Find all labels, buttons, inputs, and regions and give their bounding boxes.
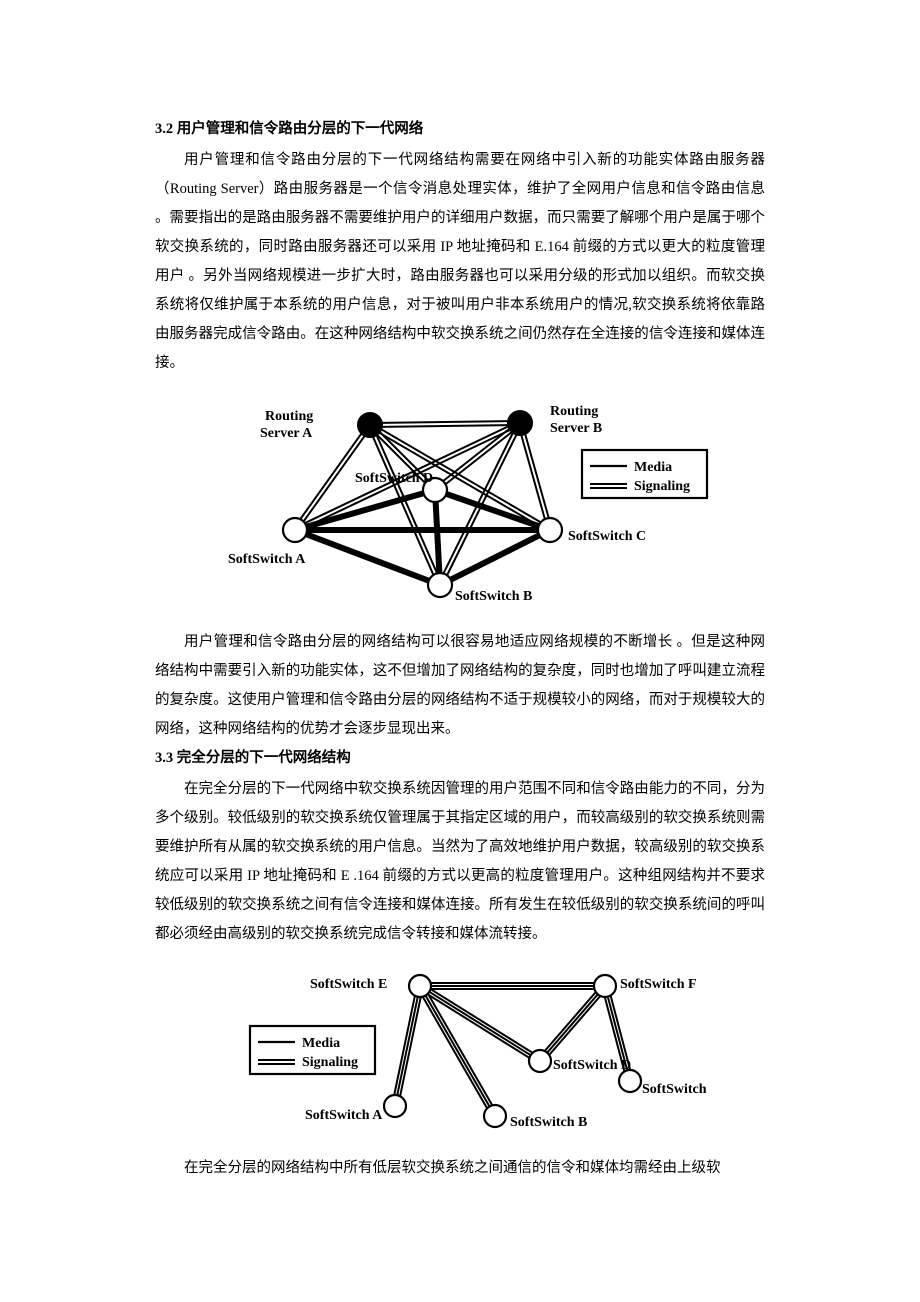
- svg-text:SoftSwitch C: SoftSwitch C: [642, 1082, 710, 1097]
- diagram-1-wrap: Routing Server A Routing Server B SoftSwitch…: [155, 390, 765, 610]
- diagram-2-wrap: SoftSwitch E SoftSwitch F SoftSwitch A Soft…: [155, 961, 765, 1136]
- svg-text:SoftSwitch D: SoftSwitch D: [355, 471, 433, 486]
- section-3-3-para-1: 在完全分层的下一代网络中软交换系统因管理的用户范围不同和信令路由能力的不同，分为…: [155, 775, 765, 949]
- svg-text:SoftSwitch E: SoftSwitch E: [310, 977, 387, 992]
- svg-text:Signaling: Signaling: [634, 479, 690, 494]
- layered-softswitch-diagram: SoftSwitch E SoftSwitch F SoftSwitch A Soft…: [210, 961, 710, 1136]
- svg-text:Media: Media: [302, 1036, 340, 1051]
- section-3-2-para-2: 用户管理和信令路由分层的网络结构可以很容易地适应网络规模的不断增长 。但是这种网…: [155, 628, 765, 744]
- svg-text:Server B: Server B: [550, 421, 602, 436]
- svg-text:SoftSwitch B: SoftSwitch B: [455, 589, 532, 604]
- svg-text:Server A: Server A: [260, 426, 313, 441]
- svg-text:SoftSwitch C: SoftSwitch C: [568, 529, 646, 544]
- svg-text:SoftSwitch B: SoftSwitch B: [510, 1115, 587, 1130]
- svg-text:Media: Media: [634, 460, 672, 475]
- section-3-2-para-1: 用户管理和信令路由分层的下一代网络结构需要在网络中引入新的功能实体路由服务器（R…: [155, 146, 765, 378]
- svg-text:Routing: Routing: [265, 409, 313, 424]
- svg-text:SoftSwitch D: SoftSwitch D: [553, 1058, 631, 1073]
- svg-text:SoftSwitch A: SoftSwitch A: [305, 1108, 383, 1123]
- svg-text:Signaling: Signaling: [302, 1055, 358, 1070]
- svg-text:SoftSwitch A: SoftSwitch A: [228, 552, 306, 567]
- svg-text:SoftSwitch F: SoftSwitch F: [620, 977, 697, 992]
- section-3-3-para-2: 在完全分层的网络结构中所有低层软交换系统之间通信的信令和媒体均需经由上级软: [155, 1154, 765, 1183]
- section-3-2-heading: 3.2 用户管理和信令路由分层的下一代网络: [155, 115, 765, 144]
- section-3-3-heading: 3.3 完全分层的下一代网络结构: [155, 744, 765, 773]
- svg-text:Routing: Routing: [550, 404, 598, 419]
- routing-server-diagram: Routing Server A Routing Server B SoftSwitch…: [210, 390, 710, 610]
